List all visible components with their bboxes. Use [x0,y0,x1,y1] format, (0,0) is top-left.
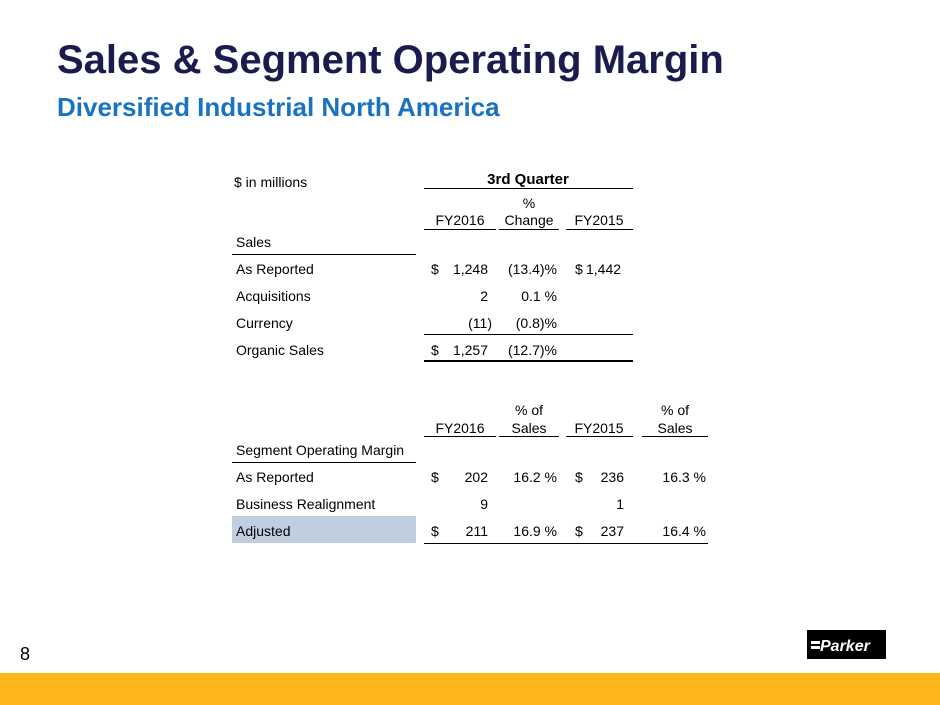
header-underline [566,229,633,230]
margin-col-pct-sales-a-line2: Sales [511,420,547,436]
margin-col-fy2015: FY2015 [574,420,624,436]
footer-bar [0,673,940,705]
currency-symbol: $ [431,342,439,358]
fy2016-value: 2 [480,288,488,304]
fy2016-value: 1,257 [452,342,488,358]
pct-change-value: 0.1 % [521,288,557,304]
sales-col-fy2015: FY2015 [574,212,624,228]
fy2015-value: 236 [600,469,624,485]
currency-symbol: $ [575,469,583,485]
fy2015-value: 1,442 [586,261,622,277]
fy2015-value: 237 [600,523,624,539]
currency-symbol: $ [431,261,439,277]
row-label: As Reported [236,469,314,485]
pct-change-value: (12.7)% [507,342,557,358]
units-label: $ in millions [234,174,308,190]
row-label: Adjusted [236,523,291,539]
margin-section-label: Segment Operating Margin [236,442,405,458]
fy2016-value: 211 [465,523,488,539]
currency-symbol: $ [431,469,439,485]
pct-change-value: (13.4)% [507,261,557,277]
currency-symbol: $ [431,523,439,539]
page-subtitle: Diversified Industrial North America [57,92,500,122]
sales-col-pct-change-line2: Change [504,212,554,228]
pct-sales-value: 16.3 % [662,469,706,485]
section-underline [232,254,416,255]
sales-col-pct-change-line1: % [522,195,536,211]
header-underline [642,436,708,437]
pct-sales-value: 16.4 % [662,523,706,539]
row-label: As Reported [236,261,314,277]
logo-text: Parker [820,638,871,655]
parker-logo: Parker [807,630,886,659]
period-header-underline [424,188,633,189]
currency-symbol: $ [575,261,583,277]
fy2016-value: 202 [464,469,488,485]
margin-col-pct-sales-b-line1: % of [660,402,689,418]
fy2015-value: 1 [616,496,624,512]
currency-symbol: $ [575,523,583,539]
period-header: 3rd Quarter [487,171,569,188]
total-underline [424,543,708,544]
parker-logo-mark: Parker [811,638,871,655]
margin-col-pct-sales-b-line2: Sales [657,420,693,436]
row-label: Currency [236,315,293,331]
header-underline [424,436,496,437]
margin-col-pct-sales-a-line1: % of [514,402,543,418]
pct-sales-value: 16.2 % [513,469,557,485]
page-number: 8 [20,644,31,664]
sales-col-fy2016: FY2016 [435,212,485,228]
adjusted-row-highlight [232,516,416,543]
header-underline [499,436,559,437]
subtotal-underline [424,334,633,335]
fy2016-value: 9 [480,496,488,512]
section-underline [232,462,416,463]
sales-section-label: Sales [236,234,272,250]
fy2016-value: 1,248 [452,261,488,277]
header-underline [566,436,633,437]
row-label: Business Realignment [236,496,376,512]
header-underline [499,229,559,230]
pct-change-value: (0.8)% [515,315,557,331]
fy2016-value: (11) [468,315,492,331]
row-label: Organic Sales [236,342,324,358]
pct-sales-value: 16.9 % [513,523,557,539]
total-underline [424,360,633,362]
margin-col-fy2016: FY2016 [435,420,485,436]
row-label: Acquisitions [236,288,311,304]
page-title: Sales & Segment Operating Margin [57,38,724,82]
header-underline [424,229,496,230]
